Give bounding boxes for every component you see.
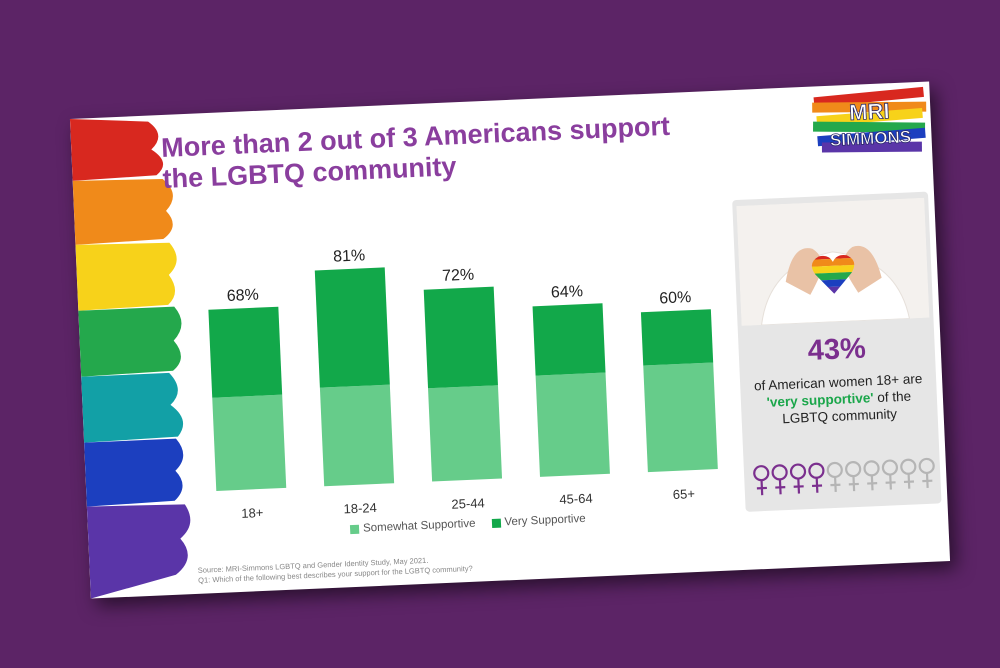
legend-very-label: Very Supportive: [504, 512, 586, 529]
mri-simmons-logo: MRI SIMMONS: [812, 86, 927, 153]
venus-icon-empty-9: [918, 457, 935, 488]
total-label-4: 60%: [659, 289, 692, 307]
women-stat-panel: 43% of American women 18+ are 'very supp…: [732, 191, 942, 512]
venus-icon-empty-5: [845, 461, 862, 492]
total-label-3: 64%: [551, 283, 584, 301]
category-label-2: 25-44: [451, 495, 485, 511]
rainbow-paint-strokes: [69, 118, 191, 599]
venus-icon-filled-2: [789, 463, 807, 494]
bar-very-2: [423, 286, 498, 389]
source-note: Source: MRI-Simmons LGBTQ and Gender Ide…: [198, 554, 473, 586]
stat-description: of American women 18+ are 'very supporti…: [746, 370, 932, 429]
slide-title: More than 2 out of 3 Americans support t…: [160, 110, 671, 194]
total-label-1: 81%: [333, 247, 366, 265]
total-label-2: 72%: [442, 267, 475, 285]
bar-somewhat-4: [643, 362, 718, 473]
bar-very-1: [314, 267, 390, 388]
hands-heart-photo: [736, 197, 930, 326]
venus-icon-row: [753, 457, 935, 496]
slide: More than 2 out of 3 Americans support t…: [69, 81, 951, 599]
category-label-4: 65+: [673, 486, 696, 502]
bar-somewhat-1: [319, 384, 395, 487]
bar-very-0: [208, 306, 283, 398]
venus-icon-filled-3: [808, 462, 825, 493]
venus-icon-empty-4: [826, 461, 843, 492]
legend-somewhat-swatch: [349, 524, 360, 534]
legend-very-swatch: [491, 518, 501, 528]
stat-number: 43%: [807, 332, 867, 368]
category-label-0: 18+: [241, 505, 264, 521]
venus-icon-empty-8: [900, 458, 917, 489]
total-label-0: 68%: [226, 287, 259, 305]
category-label-3: 45-64: [559, 491, 593, 507]
bar-very-4: [640, 309, 714, 366]
bar-somewhat-3: [535, 372, 610, 477]
logo-line2: SIMMONS: [830, 127, 912, 150]
category-label-1: 18-24: [343, 500, 377, 516]
logo-line1: MRI: [849, 98, 890, 125]
venus-icon-filled-0: [753, 465, 770, 496]
support-by-age-chart: 68% 18+ 81% 18-24 72% 25-44 64% 45-64 60% 65+: [208, 247, 718, 521]
venus-icon-empty-7: [881, 459, 899, 490]
bar-somewhat-0: [212, 394, 287, 491]
bar-somewhat-2: [428, 385, 503, 482]
venus-icon-empty-6: [863, 460, 880, 491]
venus-icon-filled-1: [771, 464, 788, 495]
bar-very-3: [532, 303, 606, 376]
